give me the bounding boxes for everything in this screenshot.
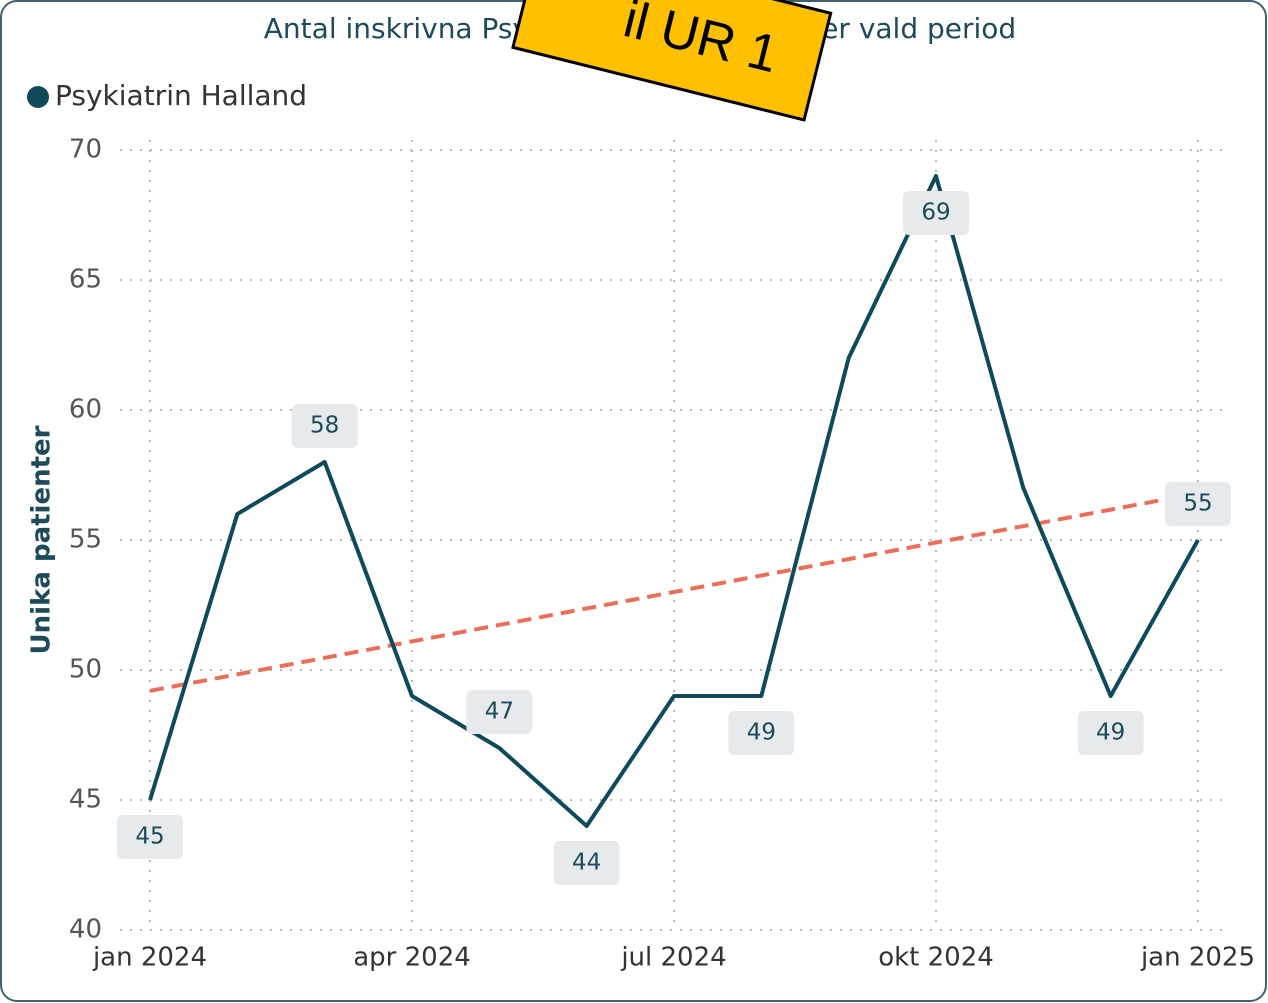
legend-label: Psykiatrin Halland bbox=[55, 79, 307, 112]
x-tick-label: apr 2024 bbox=[353, 943, 471, 973]
label-box bbox=[728, 711, 795, 755]
sticker-box bbox=[511, 0, 833, 122]
y-axis-label: Unika patienter bbox=[27, 425, 57, 654]
x-tick-label: jan 2024 bbox=[92, 943, 207, 973]
y-tick-label: 45 bbox=[69, 785, 102, 815]
sticker: il UR 1 bbox=[511, 0, 833, 122]
x-tick-label: okt 2024 bbox=[878, 943, 994, 973]
label-box bbox=[291, 404, 358, 448]
data-label: 55 bbox=[1183, 491, 1212, 517]
data-label: 44 bbox=[572, 850, 601, 876]
plot: 40 45 50 55 60 65 70 jan 2024 apr 2024 jul 2024 ok… bbox=[69, 135, 1255, 973]
legend-marker bbox=[27, 86, 49, 108]
label-box bbox=[117, 815, 183, 859]
label-box bbox=[1165, 482, 1231, 526]
data-label: 45 bbox=[135, 824, 164, 850]
label-box bbox=[903, 191, 969, 235]
line bbox=[148, 174, 1200, 828]
title-part: er vald period bbox=[821, 12, 1016, 45]
y-tick-label: 70 bbox=[69, 135, 102, 165]
data-label: 47 bbox=[485, 699, 514, 725]
y-tick-label: 50 bbox=[69, 655, 102, 685]
x-tick-label: jan 2025 bbox=[1140, 943, 1255, 973]
data-label: 49 bbox=[747, 720, 776, 746]
label-box bbox=[1077, 711, 1144, 755]
data-label: 58 bbox=[310, 413, 339, 439]
y-tick-label: 40 bbox=[69, 915, 102, 945]
data-label: 49 bbox=[1096, 720, 1125, 746]
y-tick-label: 65 bbox=[69, 265, 102, 295]
y-tick-label: 60 bbox=[69, 395, 102, 425]
trendline bbox=[149, 491, 1199, 693]
label-box bbox=[466, 690, 533, 734]
y-tick-label: 55 bbox=[69, 525, 102, 555]
label-box bbox=[553, 841, 620, 885]
x-tick-label: jul 2024 bbox=[620, 943, 726, 973]
data-label: 69 bbox=[921, 200, 950, 226]
